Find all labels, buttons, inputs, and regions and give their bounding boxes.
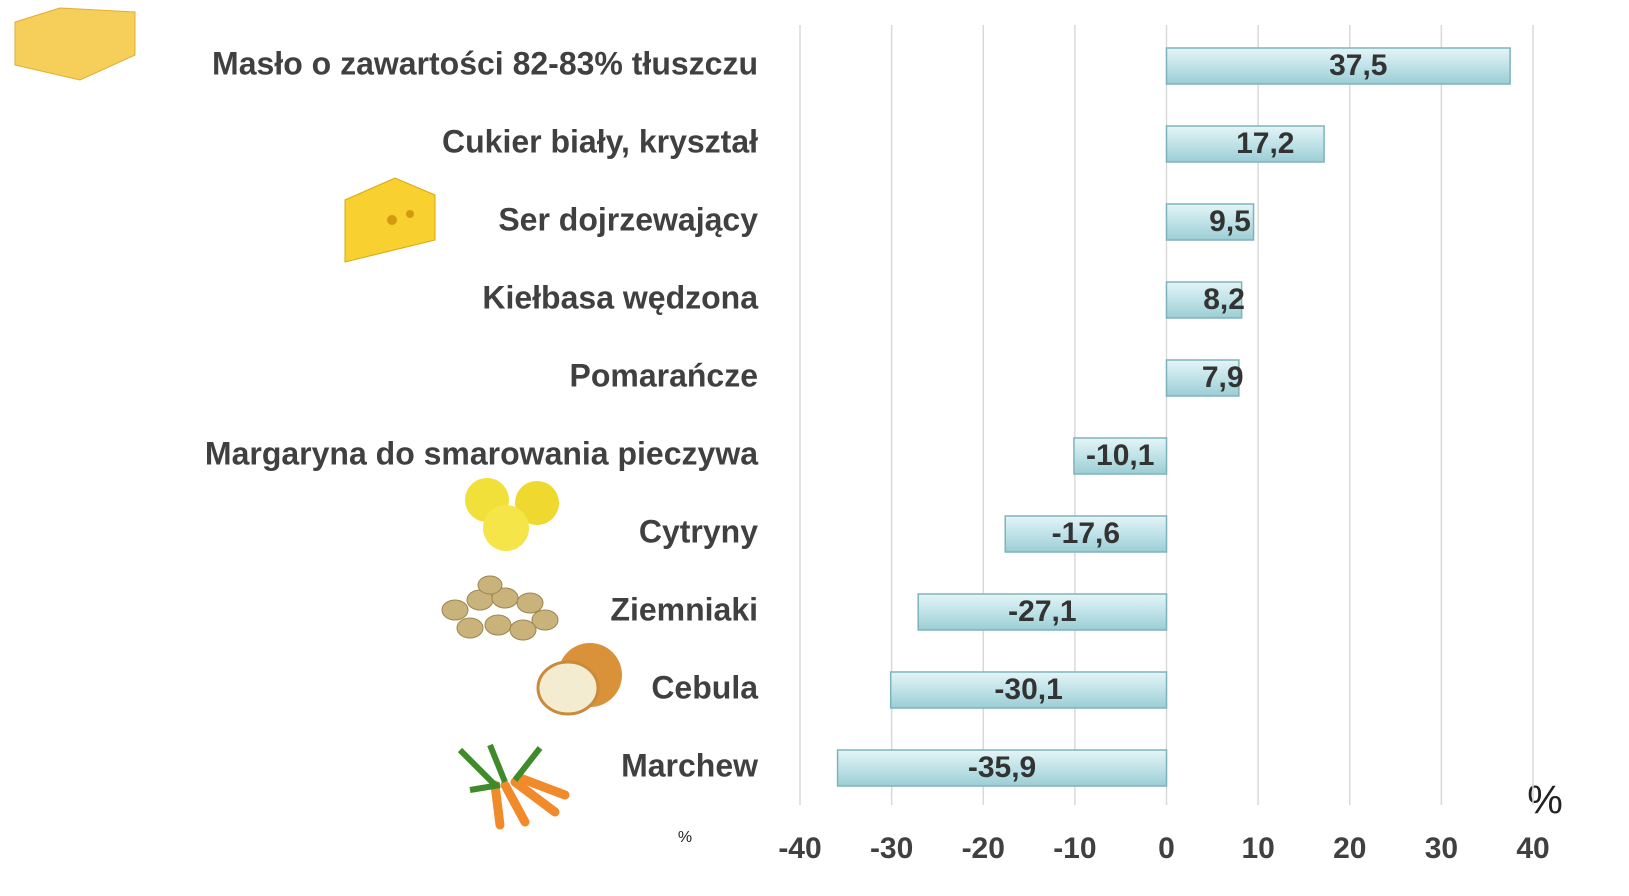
value-label: -10,1 — [1086, 439, 1154, 472]
value-label: -17,6 — [1052, 517, 1120, 550]
value-label: 37,5 — [1329, 49, 1387, 82]
category-label: Cytryny — [639, 513, 758, 549]
value-label: 17,2 — [1236, 127, 1294, 160]
category-label: Masło o zawartości 82-83% tłuszczu — [212, 45, 758, 81]
value-label: 9,5 — [1209, 205, 1251, 238]
category-label: Cebula — [651, 669, 758, 705]
x-tick-label: 20 — [1333, 832, 1366, 865]
unit-note: % — [678, 829, 692, 846]
x-tick-label: -40 — [778, 832, 821, 865]
category-label: Kiełbasa wędzona — [482, 279, 758, 315]
category-label: Ziemniaki — [610, 591, 758, 627]
x-tick-label: 0 — [1158, 832, 1175, 865]
x-tick-label: -10 — [1053, 832, 1096, 865]
x-tick-label: -30 — [870, 832, 913, 865]
value-label: -30,1 — [994, 673, 1062, 706]
value-label: 7,9 — [1202, 361, 1244, 394]
category-label: Ser dojrzewający — [498, 201, 758, 237]
x-tick-label: 10 — [1241, 832, 1274, 865]
category-label: Cukier biały, kryształ — [442, 123, 758, 159]
category-label: Pomarańcze — [569, 357, 758, 393]
x-tick-label: 30 — [1425, 832, 1458, 865]
category-label: Margaryna do smarowania pieczywa — [205, 435, 758, 471]
value-label: 8,2 — [1203, 283, 1245, 316]
category-label: Marchew — [621, 747, 758, 783]
value-label: -35,9 — [968, 751, 1036, 784]
value-label: -27,1 — [1008, 595, 1076, 628]
x-tick-label: -20 — [962, 832, 1005, 865]
x-tick-label: 40 — [1516, 832, 1549, 865]
chart: % % -40-30-20-10010203040Masło o zawarto… — [0, 0, 1629, 896]
